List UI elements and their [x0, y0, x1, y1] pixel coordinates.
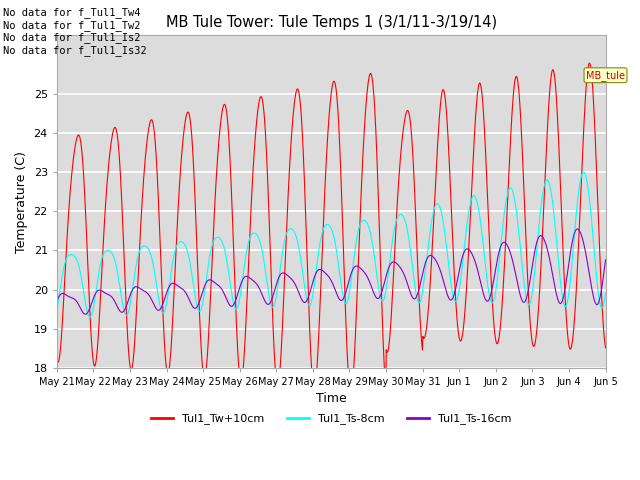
Title: MB Tule Tower: Tule Temps 1 (3/1/11-3/19/14): MB Tule Tower: Tule Temps 1 (3/1/11-3/19…	[166, 15, 497, 30]
X-axis label: Time: Time	[316, 393, 346, 406]
Legend: Tul1_Tw+10cm, Tul1_Ts-8cm, Tul1_Ts-16cm: Tul1_Tw+10cm, Tul1_Ts-8cm, Tul1_Ts-16cm	[147, 409, 516, 429]
Text: MB_tule: MB_tule	[586, 70, 625, 81]
Text: No data for f_Tul1_Tw4
No data for f_Tul1_Tw2
No data for f_Tul1_Is2
No data for: No data for f_Tul1_Tw4 No data for f_Tul…	[3, 7, 147, 56]
Y-axis label: Temperature (C): Temperature (C)	[15, 151, 28, 252]
